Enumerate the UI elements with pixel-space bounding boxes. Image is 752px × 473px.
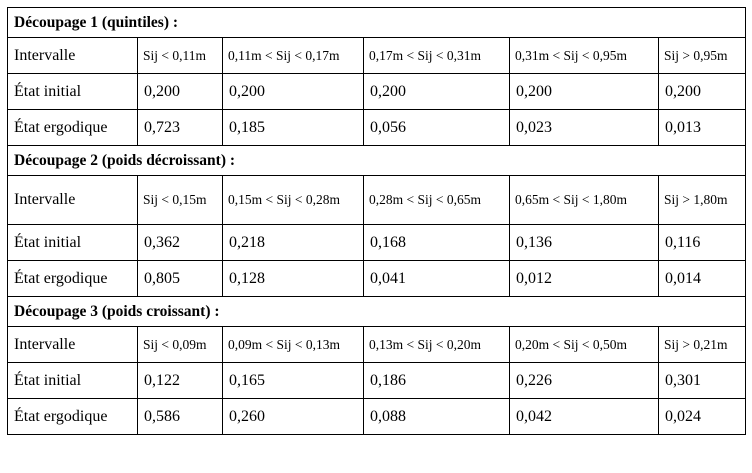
interval-cell: 0,09m < Sij < 0,13m	[222, 326, 364, 363]
section-title: Découpage 2 (poids décroissant) :	[6, 145, 747, 176]
interval-cell: Sij < 0,11m	[137, 37, 223, 74]
interval-cell: Sij > 1,80m	[657, 175, 747, 225]
interval-row: Intervalle Sij < 0,15m 0,15m < Sij < 0,2…	[7, 175, 747, 225]
row-label: Intervalle	[7, 326, 138, 363]
value-cell: 0,014	[657, 260, 747, 297]
section-header: Découpage 1 (quintiles) :	[6, 7, 747, 38]
value-cell: 0,260	[222, 398, 364, 435]
interval-cell: 0,28m < Sij < 0,65m	[363, 175, 510, 225]
interval-cell: 0,13m < Sij < 0,20m	[363, 326, 510, 363]
value-cell: 0,122	[137, 362, 223, 399]
row-label: État ergodique	[7, 109, 138, 146]
ergodic-state-row: État ergodique 0,805 0,128 0,041 0,012 0…	[7, 260, 747, 297]
value-cell: 0,136	[509, 224, 659, 261]
value-cell: 0,200	[509, 73, 659, 110]
interval-cell: 0,31m < Sij < 0,95m	[509, 37, 659, 74]
section-title: Découpage 3 (poids croissant) :	[6, 296, 747, 327]
interval-cell: 0,17m < Sij < 0,31m	[363, 37, 510, 74]
row-label: Intervalle	[7, 37, 138, 74]
row-label: État ergodique	[7, 260, 138, 297]
decoupage-table: Découpage 1 (quintiles) : Intervalle Sij…	[6, 7, 747, 435]
interval-cell: Sij < 0,15m	[137, 175, 223, 225]
interval-cell: 0,11m < Sij < 0,17m	[222, 37, 364, 74]
value-cell: 0,012	[509, 260, 659, 297]
row-label: État initial	[7, 73, 138, 110]
interval-row: Intervalle Sij < 0,09m 0,09m < Sij < 0,1…	[7, 326, 747, 363]
row-label: État initial	[7, 362, 138, 399]
row-label: État initial	[7, 224, 138, 261]
value-cell: 0,185	[222, 109, 364, 146]
interval-cell: 0,15m < Sij < 0,28m	[222, 175, 364, 225]
value-cell: 0,024	[657, 398, 747, 435]
section-header: Découpage 2 (poids décroissant) :	[6, 145, 747, 176]
value-cell: 0,200	[363, 73, 510, 110]
initial-state-row: État initial 0,362 0,218 0,168 0,136 0,1…	[7, 224, 747, 261]
value-cell: 0,116	[657, 224, 747, 261]
value-cell: 0,218	[222, 224, 364, 261]
value-cell: 0,023	[509, 109, 659, 146]
value-cell: 0,805	[137, 260, 223, 297]
value-cell: 0,586	[137, 398, 223, 435]
value-cell: 0,362	[137, 224, 223, 261]
row-label: Intervalle	[7, 175, 138, 225]
value-cell: 0,128	[222, 260, 364, 297]
value-cell: 0,165	[222, 362, 364, 399]
value-cell: 0,200	[657, 73, 747, 110]
value-cell: 0,056	[363, 109, 510, 146]
ergodic-state-row: État ergodique 0,586 0,260 0,088 0,042 0…	[7, 398, 747, 435]
value-cell: 0,226	[509, 362, 659, 399]
interval-cell: 0,20m < Sij < 0,50m	[509, 326, 659, 363]
value-cell: 0,200	[137, 73, 223, 110]
interval-cell: Sij < 0,09m	[137, 326, 223, 363]
value-cell: 0,301	[657, 362, 747, 399]
ergodic-state-row: État ergodique 0,723 0,185 0,056 0,023 0…	[7, 109, 747, 146]
value-cell: 0,186	[363, 362, 510, 399]
value-cell: 0,042	[509, 398, 659, 435]
section-title: Découpage 1 (quintiles) :	[6, 7, 747, 38]
interval-cell: Sij > 0,95m	[657, 37, 747, 74]
value-cell: 0,013	[657, 109, 747, 146]
initial-state-row: État initial 0,200 0,200 0,200 0,200 0,2…	[7, 73, 747, 110]
interval-row: Intervalle Sij < 0,11m 0,11m < Sij < 0,1…	[7, 37, 747, 74]
section-header: Découpage 3 (poids croissant) :	[6, 296, 747, 327]
value-cell: 0,723	[137, 109, 223, 146]
interval-cell: Sij > 0,21m	[657, 326, 747, 363]
value-cell: 0,168	[363, 224, 510, 261]
initial-state-row: État initial 0,122 0,165 0,186 0,226 0,3…	[7, 362, 747, 399]
row-label: État ergodique	[7, 398, 138, 435]
interval-cell: 0,65m < Sij < 1,80m	[509, 175, 659, 225]
value-cell: 0,200	[222, 73, 364, 110]
value-cell: 0,088	[363, 398, 510, 435]
value-cell: 0,041	[363, 260, 510, 297]
